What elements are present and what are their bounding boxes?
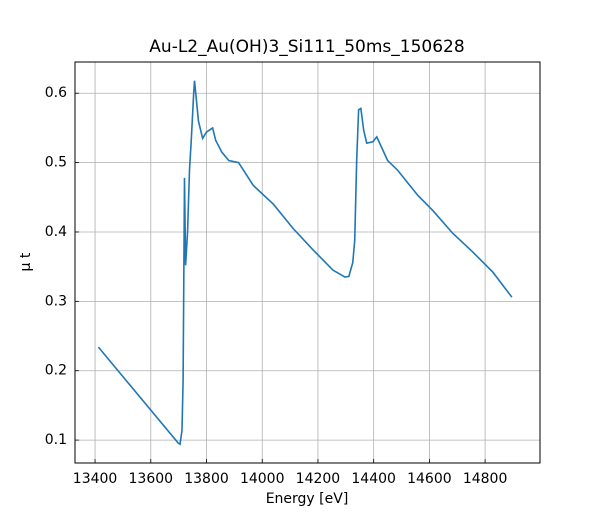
x-tick-label: 14600 <box>407 471 452 487</box>
x-tick-label: 14400 <box>351 471 396 487</box>
x-tick-label: 14200 <box>296 471 341 487</box>
y-axis-label: μ t <box>18 252 34 271</box>
y-tick-label: 0.1 <box>45 432 67 448</box>
y-tick-label: 0.2 <box>45 363 67 379</box>
data-line <box>97 80 513 446</box>
y-tick-label: 0.6 <box>45 85 67 101</box>
x-tick-label: 14000 <box>240 471 285 487</box>
x-axis-label: Energy [eV] <box>266 491 349 507</box>
y-tick-label: 0.4 <box>45 224 67 240</box>
x-tick-label: 13400 <box>73 471 118 487</box>
x-tick-label: 13600 <box>129 471 174 487</box>
chart-title: Au-L2_Au(OH)3_Si111_50ms_150628 <box>149 37 464 57</box>
x-tick-label: 14800 <box>463 471 508 487</box>
y-tick-label: 0.3 <box>45 293 67 309</box>
x-tick-label: 13800 <box>184 471 229 487</box>
y-tick-label: 0.5 <box>45 155 67 171</box>
plot-frame <box>74 61 541 464</box>
